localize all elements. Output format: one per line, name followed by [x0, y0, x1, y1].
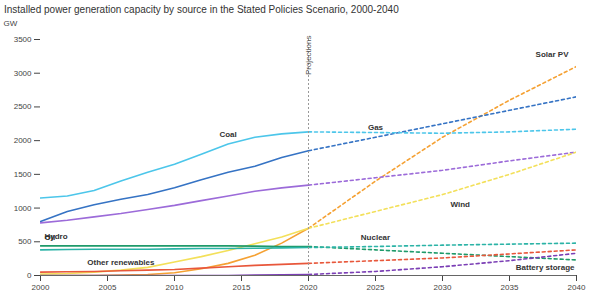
svg-text:2500: 2500 — [14, 102, 32, 111]
svg-text:2040: 2040 — [568, 283, 586, 292]
svg-text:Gas: Gas — [368, 123, 384, 132]
svg-text:2000: 2000 — [14, 136, 32, 145]
svg-text:3000: 3000 — [14, 69, 32, 78]
svg-text:GW: GW — [4, 19, 18, 28]
svg-text:Other renewables: Other renewables — [87, 258, 155, 267]
svg-text:2025: 2025 — [367, 283, 385, 292]
svg-text:1500: 1500 — [14, 170, 32, 179]
svg-text:1000: 1000 — [14, 204, 32, 213]
svg-text:500: 500 — [18, 237, 32, 246]
svg-text:Oil: Oil — [45, 233, 56, 242]
svg-text:2005: 2005 — [99, 283, 117, 292]
svg-text:Solar PV: Solar PV — [536, 50, 570, 59]
svg-text:2015: 2015 — [233, 283, 251, 292]
svg-text:0: 0 — [27, 271, 32, 280]
svg-text:2010: 2010 — [166, 283, 184, 292]
svg-text:Projections: Projections — [304, 36, 313, 76]
svg-text:Hydro: Hydro — [45, 232, 68, 241]
svg-text:Battery storage: Battery storage — [516, 263, 575, 272]
svg-text:3500: 3500 — [14, 35, 32, 44]
svg-text:Wind: Wind — [451, 200, 471, 209]
svg-text:2020: 2020 — [300, 283, 318, 292]
html-text:Installed power generation cap: Installed power generation capacity by s… — [4, 4, 399, 15]
svg-text:2000: 2000 — [32, 283, 50, 292]
svg-text:2035: 2035 — [501, 283, 519, 292]
svg-text:Nuclear: Nuclear — [361, 233, 390, 242]
svg-text:Coal: Coal — [219, 130, 236, 139]
svg-text:2030: 2030 — [434, 283, 452, 292]
